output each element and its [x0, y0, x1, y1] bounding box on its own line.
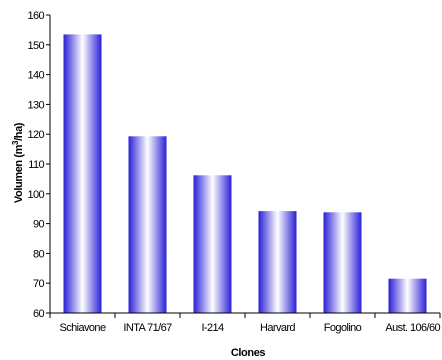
y-tick-label-10: 160	[27, 10, 44, 22]
y-tick-label-4: 100	[27, 189, 44, 201]
x-tick-label-3: Harvard	[260, 322, 295, 334]
y-axis-title: Volumen (m3/ha)	[11, 122, 25, 203]
y-axis: 60 70 80 90 100 110 120 130 140 150 160	[27, 10, 51, 320]
bar-0	[63, 34, 102, 314]
y-axis-title-superscript: 3	[11, 140, 20, 145]
x-tick-label-2: I-214	[201, 322, 224, 334]
y-tick-label-6: 120	[27, 129, 44, 141]
y-tick-label-5: 110	[28, 159, 44, 171]
bar-3	[258, 211, 297, 313]
bars-group	[63, 34, 427, 314]
y-tick-label-2: 80	[33, 248, 45, 260]
y-tick-label-7: 130	[27, 99, 44, 111]
x-axis: Schiavone INTA 71/67 I-214 Harvard Fogolino A…	[49, 312, 441, 334]
y-tick-label-3: 90	[33, 219, 45, 231]
y-tick-label-9: 150	[27, 40, 44, 52]
y-axis-title-tail: /ha)	[13, 122, 25, 141]
x-tick-label-4: Fogolino	[324, 322, 362, 334]
bar-1	[128, 136, 167, 313]
x-axis-title: Clones	[231, 347, 266, 359]
x-tick-label-0: Schiavone	[60, 322, 106, 334]
y-tick-label-8: 140	[27, 70, 44, 82]
bar-5	[388, 278, 427, 313]
x-tick-label-5: Aust. 106/60	[385, 322, 440, 334]
y-axis-title-main: Volumen (m	[13, 144, 25, 203]
bar-2	[193, 175, 232, 313]
bar-4	[323, 212, 362, 313]
y-tick-label-1: 70	[33, 278, 45, 290]
x-tick-label-1: INTA 71/67	[123, 322, 172, 334]
y-tick-label-0: 60	[33, 308, 45, 320]
